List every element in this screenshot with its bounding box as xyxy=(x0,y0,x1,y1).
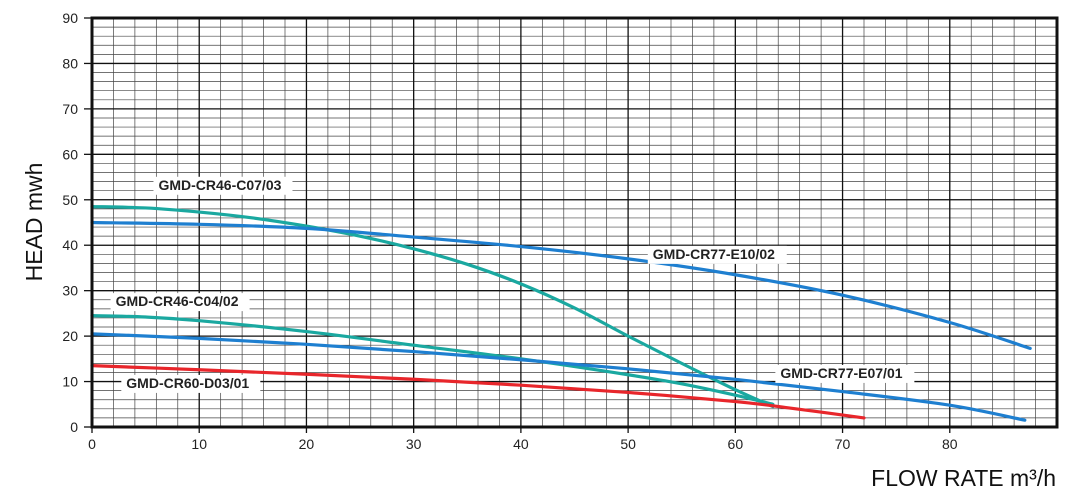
series-labels: GMD-CR46-C07/03 GMD-CR77-E10/02 GMD-CR46-C… xyxy=(110,176,915,393)
series-label-background xyxy=(121,374,261,393)
y-axis-title: HEAD mwh xyxy=(21,163,47,282)
series-line-gmd-cr46-c07-03 xyxy=(90,204,775,409)
y-axis-ticks: 0 10 20 30 40 50 60 70 80 90 xyxy=(62,10,92,435)
series-label-background xyxy=(110,293,250,312)
x-tick-label: 40 xyxy=(513,436,529,452)
series-line-gmd-cr46-c04-02 xyxy=(90,314,775,406)
series-label-background xyxy=(647,245,787,264)
series-line-gmd-cr77-e10-02 xyxy=(90,220,1032,350)
x-tick-label: 80 xyxy=(942,436,958,452)
series-line-gmd-cr77-e07-01 xyxy=(90,332,1027,422)
y-tick-label: 50 xyxy=(62,192,78,208)
x-tick-label: 0 xyxy=(88,436,96,452)
series-label: GMD-CR77-E07/01 xyxy=(780,365,902,381)
y-tick-label: 40 xyxy=(62,237,78,253)
x-tick-label: 50 xyxy=(620,436,636,452)
plot-background xyxy=(92,18,1057,427)
series-label: GMD-CR60-D03/01 xyxy=(126,375,249,391)
x-tick-label: 60 xyxy=(728,436,744,452)
x-axis-ticks: 0 10 20 30 40 50 60 70 80 xyxy=(88,427,958,452)
y-tick-label: 70 xyxy=(62,101,78,117)
series-label: GMD-CR46-C07/03 xyxy=(158,177,281,193)
y-tick-label: 80 xyxy=(62,55,78,71)
x-axis-title: FLOW RATE m³/h xyxy=(871,465,1056,491)
series-label-background xyxy=(775,364,915,383)
y-tick-label: 10 xyxy=(62,374,78,390)
series-line-gmd-cr60-d03-01 xyxy=(90,364,866,420)
y-tick-label: 90 xyxy=(62,10,78,26)
y-tick-label: 60 xyxy=(62,146,78,162)
series-lines xyxy=(90,204,1032,422)
series-label: GMD-CR46-C04/02 xyxy=(116,293,239,309)
series-label: GMD-CR77-E10/02 xyxy=(653,246,775,262)
x-tick-label: 10 xyxy=(191,436,207,452)
series-label-background xyxy=(153,176,293,195)
x-tick-label: 70 xyxy=(835,436,851,452)
plot-frame xyxy=(90,16,1059,429)
y-tick-label: 20 xyxy=(62,328,78,344)
x-tick-label: 30 xyxy=(406,436,422,452)
y-tick-label: 30 xyxy=(62,283,78,299)
x-tick-label: 20 xyxy=(299,436,315,452)
y-tick-label: 0 xyxy=(70,419,78,435)
